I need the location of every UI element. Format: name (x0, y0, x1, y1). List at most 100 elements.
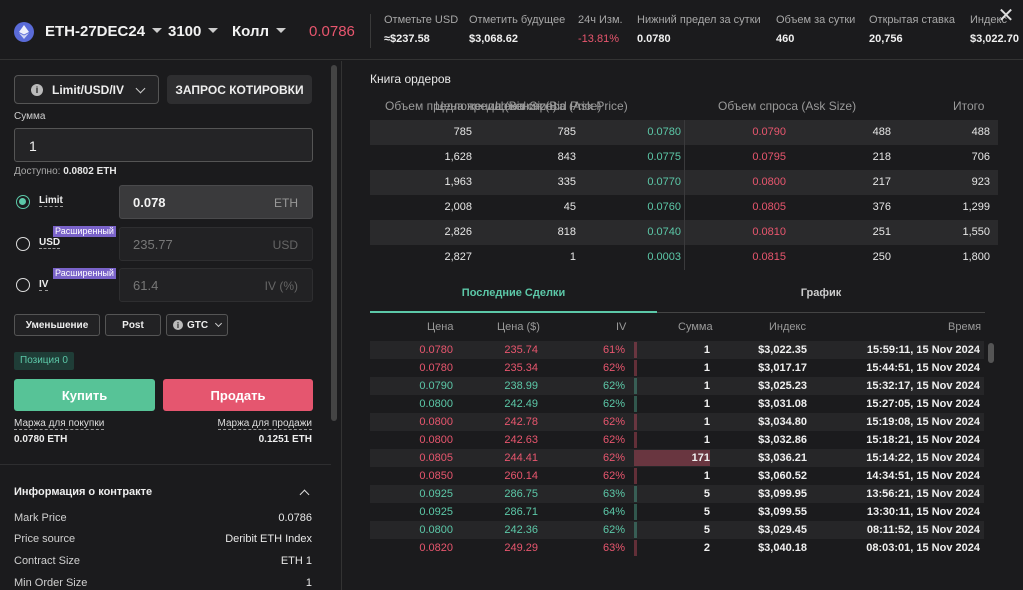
usd-price-input[interactable]: 235.77 USD (119, 227, 313, 261)
trade-amount: 1 (703, 434, 710, 446)
limit-price-input[interactable]: 0.078 ETH (119, 185, 313, 219)
time-in-force-dropdown[interactable]: i GTC (166, 314, 228, 336)
request-quote-button[interactable]: ЗАПРОС КОТИРОВКИ (167, 75, 312, 104)
trade-price: 0.0800 (419, 398, 453, 410)
stat-index: Индекс $3,022.70 (970, 14, 1023, 45)
chevron-down-icon (135, 83, 146, 94)
divider (684, 120, 685, 145)
order-book-row[interactable]: 2,008 45 0.0760 0.0805 376 1,299 (370, 195, 998, 220)
trade-price: 0.0780 (419, 344, 453, 356)
trade-row: 0.0925 286.75 63% 5 $3,099.95 13:56:21, 15 No… (370, 485, 984, 503)
limit-price-value: 0.078 (133, 195, 166, 210)
trade-time: 14:34:51, 15 Nov 2024 (866, 470, 980, 482)
divider (0, 464, 331, 465)
info-key: Min Order Size (14, 577, 88, 589)
order-type-dropdown[interactable]: i Limit/USD/IV (14, 75, 159, 104)
tab-recent-trades[interactable]: Последние Сделки (370, 281, 657, 313)
ob-bid-price: 0.0740 (647, 226, 681, 238)
stat-mark-usd: Отметьте USD ≈$237.58 (384, 14, 458, 45)
buy-button[interactable]: Купить (14, 379, 155, 411)
order-book-row[interactable]: 1,963 335 0.0770 0.0800 217 923 (370, 170, 998, 195)
close-icon[interactable]: ✕ (997, 5, 1015, 27)
trade-amount: 5 (703, 506, 710, 518)
contract-info-title: Информация о контракте (14, 486, 153, 498)
trade-time: 15:32:17, 15 Nov 2024 (866, 380, 980, 392)
order-book-row[interactable]: 1,628 843 0.0775 0.0795 218 706 (370, 145, 998, 170)
trade-amount-bar (634, 360, 637, 376)
info-icon: i (172, 320, 183, 330)
stat-value: $3,022.70 (970, 33, 1019, 45)
trade-amount: 2 (703, 542, 710, 554)
eth-logo-icon (14, 22, 34, 42)
ob-bid-size: 818 (557, 226, 576, 238)
option-type-selector[interactable]: Колл (232, 23, 287, 40)
trade-iv: 62% (602, 524, 625, 536)
instrument-name: ETH-27DEC24 (45, 23, 146, 40)
stat-value: 460 (776, 33, 795, 45)
trade-amount-bar (634, 342, 637, 358)
trade-usd: 260.14 (504, 470, 538, 482)
trade-index: $3,025.23 (758, 380, 807, 392)
trade-time: 08:03:01, 15 Nov 2024 (866, 542, 980, 554)
market-panel: Книга ордеров Объем предложения (Bid Siz… (343, 61, 1023, 590)
ob-bid-price: 0.0770 (647, 176, 681, 188)
stat-label: Индекс (970, 14, 1007, 26)
amount-input[interactable]: 1 (14, 128, 313, 162)
order-book-row[interactable]: 785 785 0.0780 0.0790 488 488 (370, 120, 998, 145)
position-badge: Позиция 0 (14, 352, 74, 370)
stat-mark-future: Отметить будущее $3,068.62 (469, 14, 565, 45)
chevron-up-icon[interactable] (299, 489, 310, 500)
radio-iv[interactable] (16, 278, 30, 292)
trade-row: 0.0790 238.99 62% 1 $3,025.23 15:32:17, 15 No… (370, 377, 984, 395)
usd-price-value: 235.77 (133, 237, 173, 252)
scrollbar[interactable] (331, 65, 337, 421)
trade-iv: 62% (602, 470, 625, 482)
radio-usd[interactable] (16, 237, 30, 251)
reduce-only-toggle[interactable]: Уменьшение (14, 314, 100, 336)
ob-header-ask-size: Объем спроса (Ask Size) (718, 99, 857, 113)
stat-label: Отметить будущее (469, 14, 566, 26)
ob-ask-price: 0.0810 (752, 226, 786, 238)
limit-price-unit: ETH (274, 196, 298, 210)
trade-usd: 235.34 (504, 362, 538, 374)
radio-limit[interactable] (16, 195, 30, 209)
trade-iv: 62% (602, 380, 625, 392)
post-only-toggle[interactable]: Post (105, 314, 161, 336)
order-book-row[interactable]: 2,826 818 0.0740 0.0810 251 1,550 (370, 220, 998, 245)
order-book-row[interactable]: 2,827 1 0.0003 0.0815 250 1,800 (370, 245, 998, 270)
trade-iv: 62% (602, 362, 625, 374)
info-value: 0.0786 (278, 512, 312, 524)
strike-selector[interactable]: 3100 (168, 23, 219, 40)
advanced-badge: Расширенный (53, 226, 116, 237)
iv-input[interactable]: 61.4 IV (%) (119, 268, 313, 302)
trade-row: 0.0800 242.78 62% 1 $3,034.80 15:19:08, 15 No… (370, 413, 984, 431)
ob-ask-price: 0.0795 (752, 151, 786, 163)
trade-usd: 242.63 (504, 434, 538, 446)
sell-button[interactable]: Продать (163, 379, 313, 411)
trade-index: $3,099.55 (758, 506, 807, 518)
trade-iv: 62% (602, 452, 625, 464)
ob-ask-size: 376 (872, 201, 891, 213)
divider (370, 14, 371, 48)
trade-row: 0.0925 286.71 64% 5 $3,099.55 13:30:11, 15 No… (370, 503, 984, 521)
sell-margin-value: 0.1251 ETH (258, 434, 312, 445)
trade-amount-bar (634, 378, 637, 394)
instrument-selector[interactable]: ETH-27DEC24 (45, 23, 163, 40)
tab-chart[interactable]: График (657, 281, 985, 313)
order-book-title: Книга ордеров (370, 72, 451, 86)
scrollbar[interactable] (988, 343, 994, 363)
trade-usd: 286.71 (504, 506, 538, 518)
ob-header-bid-size: Объем предложения (Bid Size) (385, 99, 557, 113)
stat-label: Открытая ставка (869, 14, 956, 26)
available-label: Доступно: (14, 166, 61, 177)
trade-amount-bar (634, 522, 637, 538)
trade-amount-bar (634, 468, 637, 484)
trades-header-price: Цена (427, 321, 454, 333)
trade-amount-bar (634, 504, 637, 520)
trade-row: 0.0805 244.41 62% 171 $3,036.21 15:14:22, 15 … (370, 449, 984, 467)
trade-amount: 171 (691, 452, 710, 464)
trade-price: 0.0925 (419, 506, 453, 518)
stat-label: Отметьте USD (384, 14, 459, 26)
info-value: Deribit ETH Index (225, 533, 312, 545)
info-key: Mark Price (14, 512, 67, 524)
